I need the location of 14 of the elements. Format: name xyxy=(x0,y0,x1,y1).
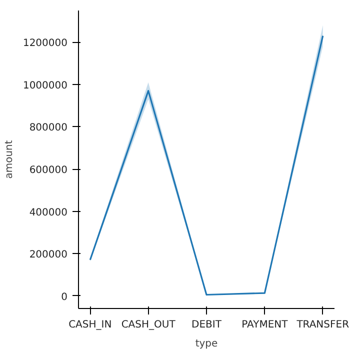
y-tick-label: 1000000 xyxy=(22,80,68,92)
x-tick-label: TRANSFER xyxy=(296,320,350,330)
x-tick-label: CASH_IN xyxy=(68,320,112,330)
y-tick-label: 200000 xyxy=(29,250,68,261)
x-axis-title: type xyxy=(195,338,218,350)
y-tick-label: 1200000 xyxy=(22,38,68,50)
y-tick-label: 400000 xyxy=(29,207,68,218)
x-tick-label: DEBIT xyxy=(192,320,222,330)
y-tick-label: 0 xyxy=(61,292,68,303)
y-axis-title: amount xyxy=(4,140,15,179)
y-tick-label: 800000 xyxy=(29,122,68,134)
x-tick-label: PAYMENT xyxy=(242,320,289,330)
y-tick-label: 600000 xyxy=(29,165,68,176)
x-tick-label: CASH_OUT xyxy=(121,320,176,330)
